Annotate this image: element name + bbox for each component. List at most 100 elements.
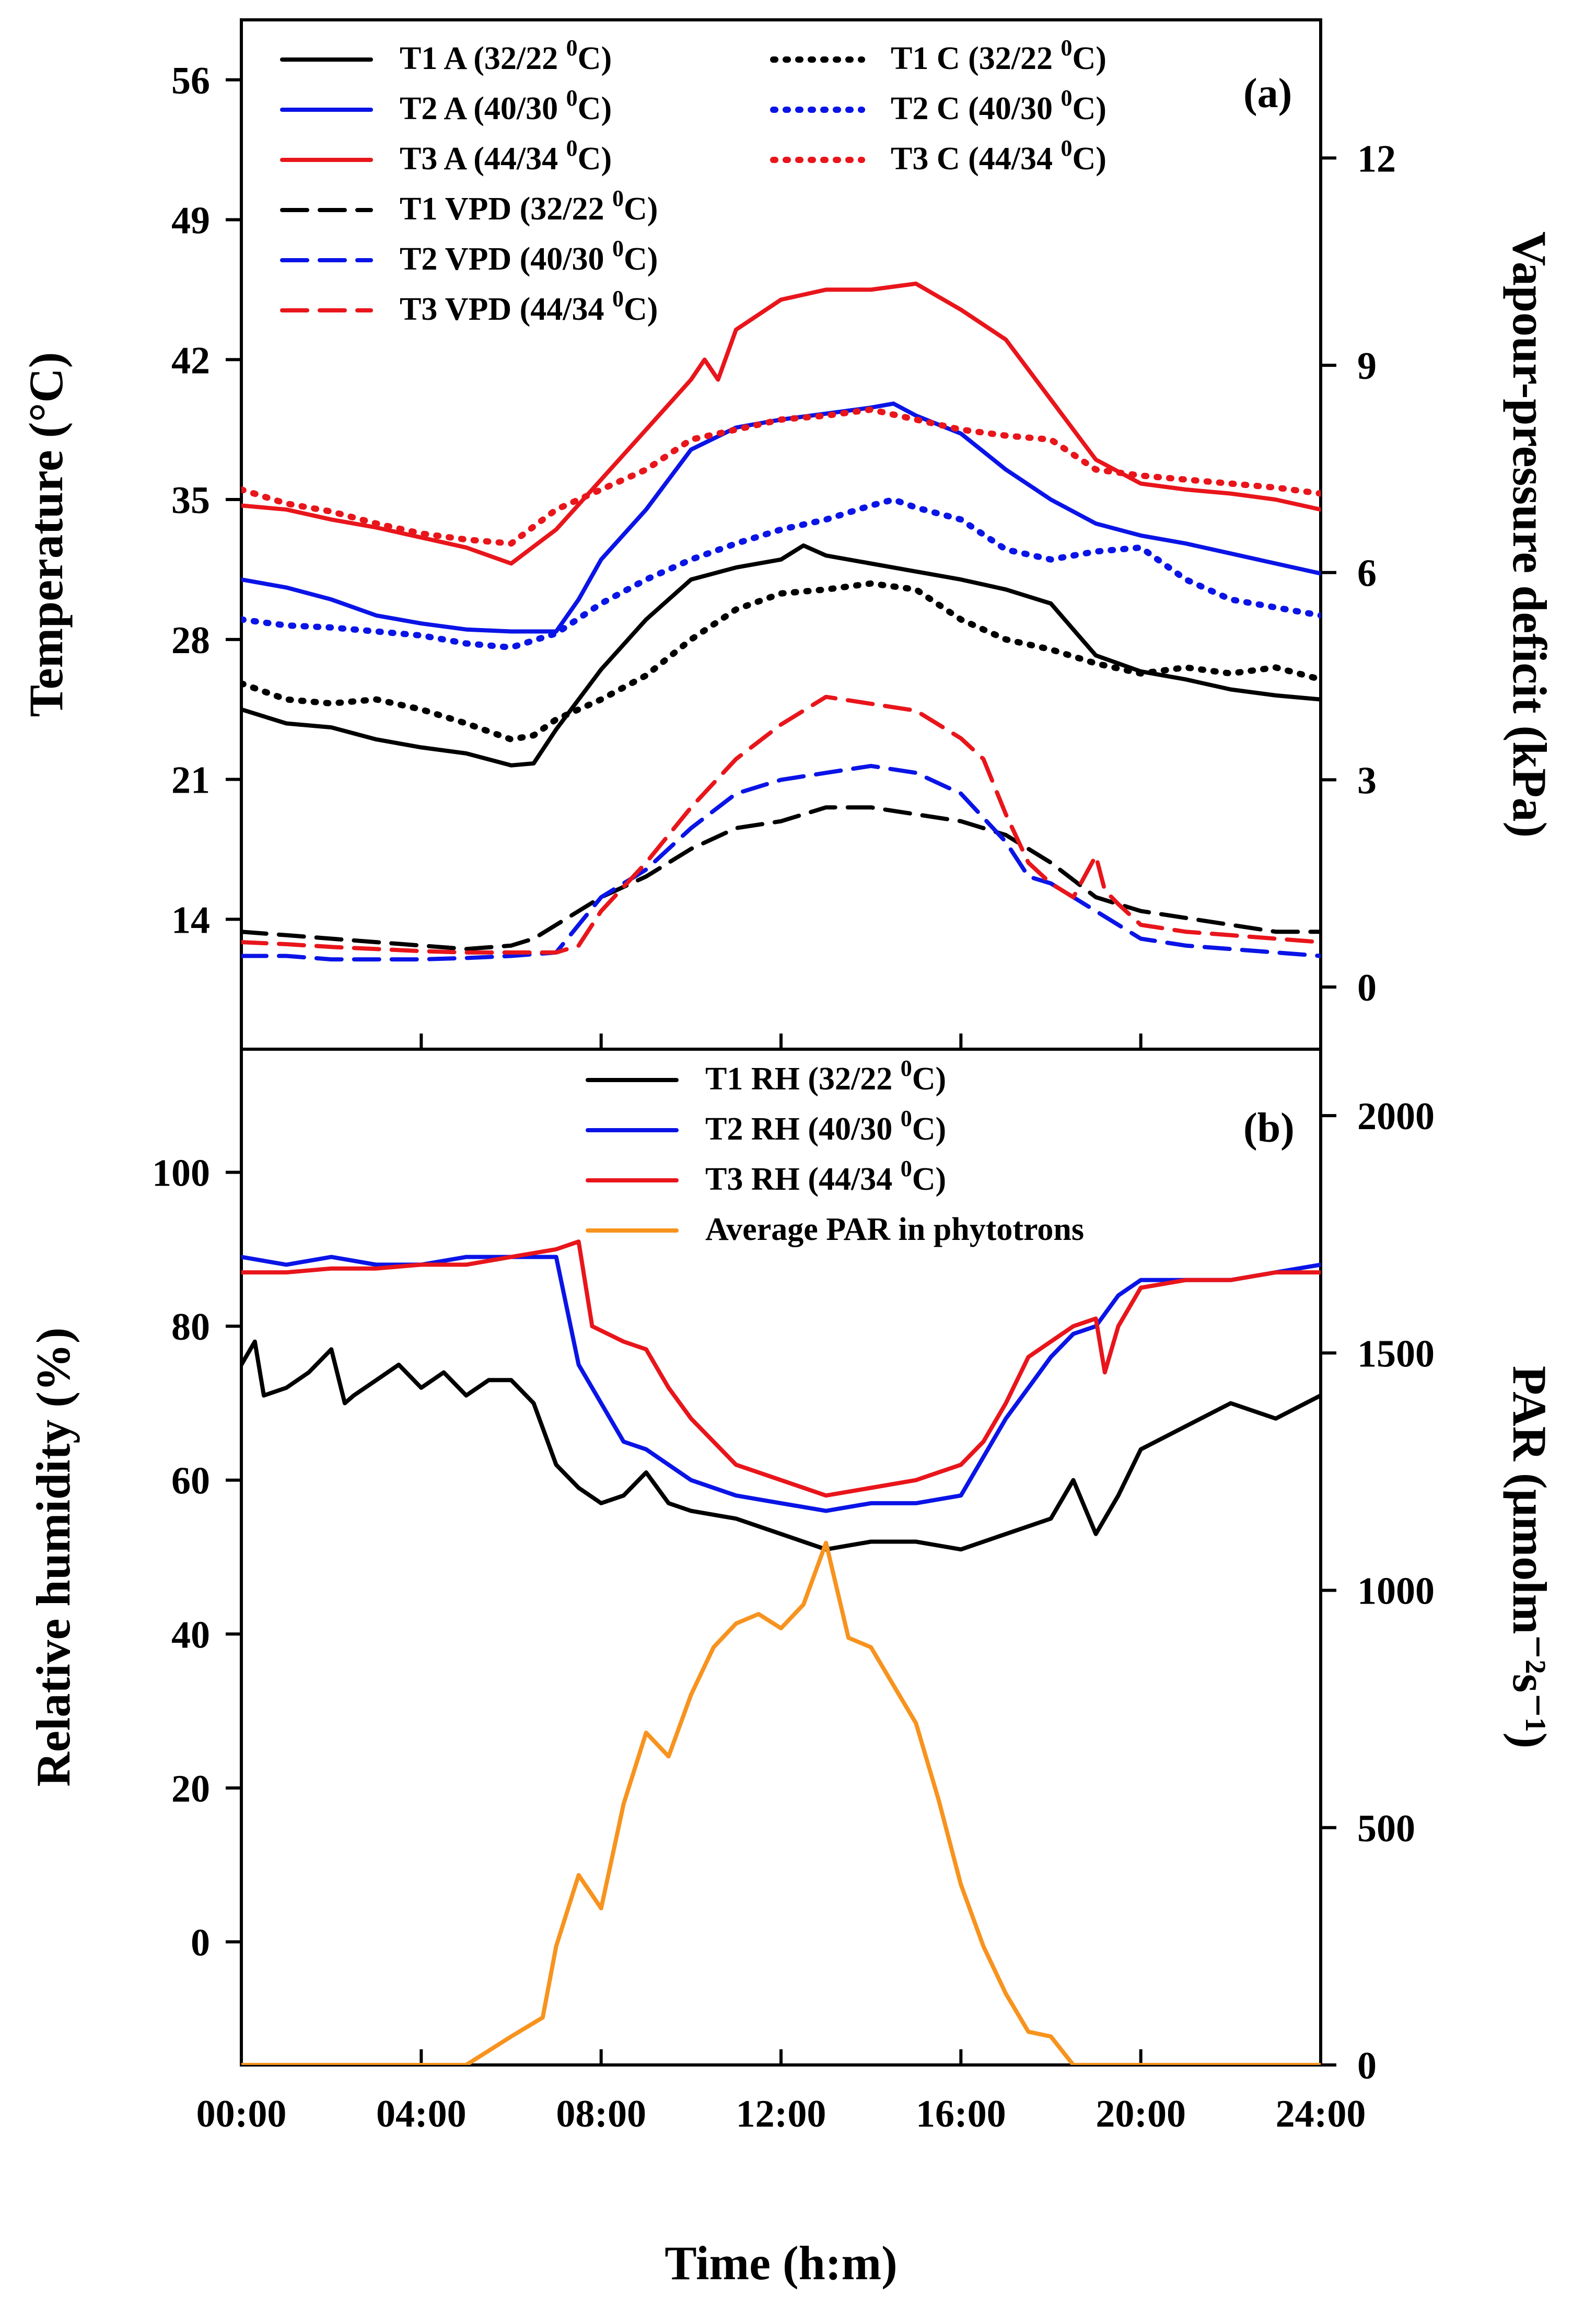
legend-label: T1 C (32/22 — [891, 41, 1061, 76]
y-tick-label: 80 — [171, 1306, 210, 1349]
legend-label: T1 A (32/22 — [400, 41, 566, 76]
legend-label-end: C) — [912, 1162, 946, 1197]
legend-superscript: 0 — [1061, 85, 1073, 111]
x-tick-label: 24:00 — [1276, 2093, 1366, 2135]
series-line-2 — [241, 281, 1321, 566]
series-line-2 — [241, 1239, 1321, 1498]
y2-tick-label: 500 — [1357, 1807, 1415, 1850]
legend-label: T3 RH (44/34 — [705, 1162, 901, 1197]
legend-entry: T1 A (32/22 0C) — [400, 35, 612, 76]
series-line-7 — [241, 763, 1321, 962]
legend-superscript: 0 — [566, 135, 578, 161]
y2-tick-label: 9 — [1357, 345, 1377, 388]
y2-tick-label: 3 — [1357, 759, 1377, 802]
legend-entry: T2 A (40/30 0C) — [400, 85, 612, 126]
legend-superscript: 0 — [901, 1156, 912, 1181]
legend-label: T3 C (44/34 — [891, 141, 1061, 177]
y-tick-label: 0 — [191, 1921, 210, 1964]
legend-superscript: 0 — [612, 286, 624, 311]
series-line-5 — [241, 406, 1321, 547]
legend-label-end: C) — [1073, 41, 1106, 76]
y-tick-label: 49 — [171, 200, 210, 242]
legend-entry: T1 VPD (32/22 0C) — [400, 185, 658, 227]
legend-label-end: C) — [624, 241, 658, 277]
legend-label: T1 VPD (32/22 — [400, 191, 612, 227]
legend-label: T2 RH (40/30 — [705, 1111, 901, 1147]
legend-entry: T2 C (40/30 0C) — [891, 85, 1106, 126]
legend-superscript: 0 — [1061, 35, 1073, 61]
series-line-0 — [241, 543, 1321, 768]
panel-b-humidity-par: 00:00 04:00 08:00 12:00 16:00 20:00 24:00 0 20 40… — [27, 1048, 1556, 2135]
series-line-1 — [241, 1255, 1321, 1513]
legend-label: T1 RH (32/22 — [705, 1061, 901, 1097]
y2-tick-label: 1500 — [1357, 1332, 1435, 1375]
legend-label-end: C) — [578, 41, 612, 76]
panel-a-temperature-vpd: 14 21 28 35 42 49 56 0 3 6 9 12 Temperature (°C) Vapo… — [19, 18, 1556, 1051]
legend-label-end: C) — [1073, 91, 1106, 126]
legend-label-end: C) — [578, 91, 612, 126]
y2-tick-label: 6 — [1357, 552, 1377, 595]
series-line-4 — [241, 496, 1321, 651]
legend-label-end: C) — [1073, 141, 1106, 177]
series-line-3 — [241, 1540, 1321, 2065]
legend-entry: Average PAR in phytotrons — [705, 1212, 1084, 1247]
legend-entry: T2 RH (40/30 0C) — [705, 1106, 946, 1147]
legend-entry: T3 RH (44/34 0C) — [705, 1156, 946, 1197]
legend-superscript: 0 — [901, 1106, 912, 1131]
legend-label: T2 C (40/30 — [891, 91, 1061, 126]
y2-axis-title: Vapour-pressure deficit (kPa) — [1503, 231, 1556, 838]
legend-label-end: C) — [912, 1061, 946, 1097]
y-tick-label: 42 — [171, 339, 210, 382]
legend-label: T3 VPD (44/34 — [400, 292, 612, 327]
legend-entry: T2 VPD (40/30 0C) — [400, 236, 658, 277]
legend-entry: T1 C (32/22 0C) — [891, 35, 1106, 76]
legend-superscript: 0 — [901, 1055, 912, 1081]
legend-superscript: 0 — [566, 85, 578, 111]
series-group — [241, 281, 1321, 962]
legend-label-end: C) — [578, 141, 612, 177]
legend-entry: T3 VPD (44/34 0C) — [400, 286, 658, 327]
y2-tick-label: 2000 — [1357, 1095, 1435, 1138]
y2-tick-label: 0 — [1357, 967, 1377, 1009]
series-line-8 — [241, 694, 1321, 955]
y-tick-label: 60 — [171, 1460, 210, 1503]
x-tick-label: 20:00 — [1096, 2093, 1186, 2135]
legend-label: T2 VPD (40/30 — [400, 241, 612, 277]
x-tick-label: 16:00 — [916, 2093, 1006, 2135]
panel-label: (b) — [1243, 1105, 1295, 1151]
y-tick-label: 35 — [171, 479, 210, 522]
series-line-0 — [241, 1339, 1321, 1552]
legend-label-end: C) — [624, 191, 658, 227]
y-axis-title: Temperature (°C) — [19, 352, 73, 717]
y-tick-label: 40 — [171, 1614, 210, 1656]
y-tick-label: 100 — [152, 1152, 210, 1195]
legend-superscript: 0 — [612, 185, 624, 211]
legend-label: T3 A (44/34 — [400, 141, 566, 177]
legend-entry: T3 A (44/34 0C) — [400, 135, 612, 177]
series-group — [241, 1239, 1321, 2065]
y-tick-label: 28 — [171, 619, 210, 662]
y-tick-label: 56 — [171, 60, 210, 102]
legend-superscript: 0 — [566, 35, 578, 61]
legend-superscript: 0 — [1061, 135, 1073, 161]
legend-superscript: 0 — [612, 236, 624, 261]
y2-tick-label: 0 — [1357, 2045, 1377, 2087]
legend-label-end: C) — [912, 1111, 946, 1147]
x-tick-label: 04:00 — [376, 2093, 467, 2135]
panel-label: (a) — [1243, 71, 1292, 117]
x-tick-label: 12:00 — [736, 2093, 826, 2135]
y-tick-label: 20 — [171, 1768, 210, 1810]
x-axis-title: Time (h:m) — [665, 2236, 897, 2290]
legend-entry: T3 C (44/34 0C) — [891, 135, 1106, 177]
y2-tick-label: 12 — [1357, 137, 1396, 180]
series-line-6 — [241, 805, 1321, 951]
y2-axis-title: PAR (µmolm⁻²s⁻¹) — [1503, 1366, 1556, 1748]
y-axis-title: Relative humidity (%) — [27, 1327, 80, 1786]
y-tick-label: 21 — [171, 759, 210, 802]
x-tick-label: 08:00 — [556, 2093, 646, 2135]
legend-label: T2 A (40/30 — [400, 91, 566, 126]
series-line-3 — [241, 580, 1321, 743]
x-tick-label: 00:00 — [196, 2093, 287, 2135]
legend-entry: T1 RH (32/22 0C) — [705, 1055, 946, 1097]
